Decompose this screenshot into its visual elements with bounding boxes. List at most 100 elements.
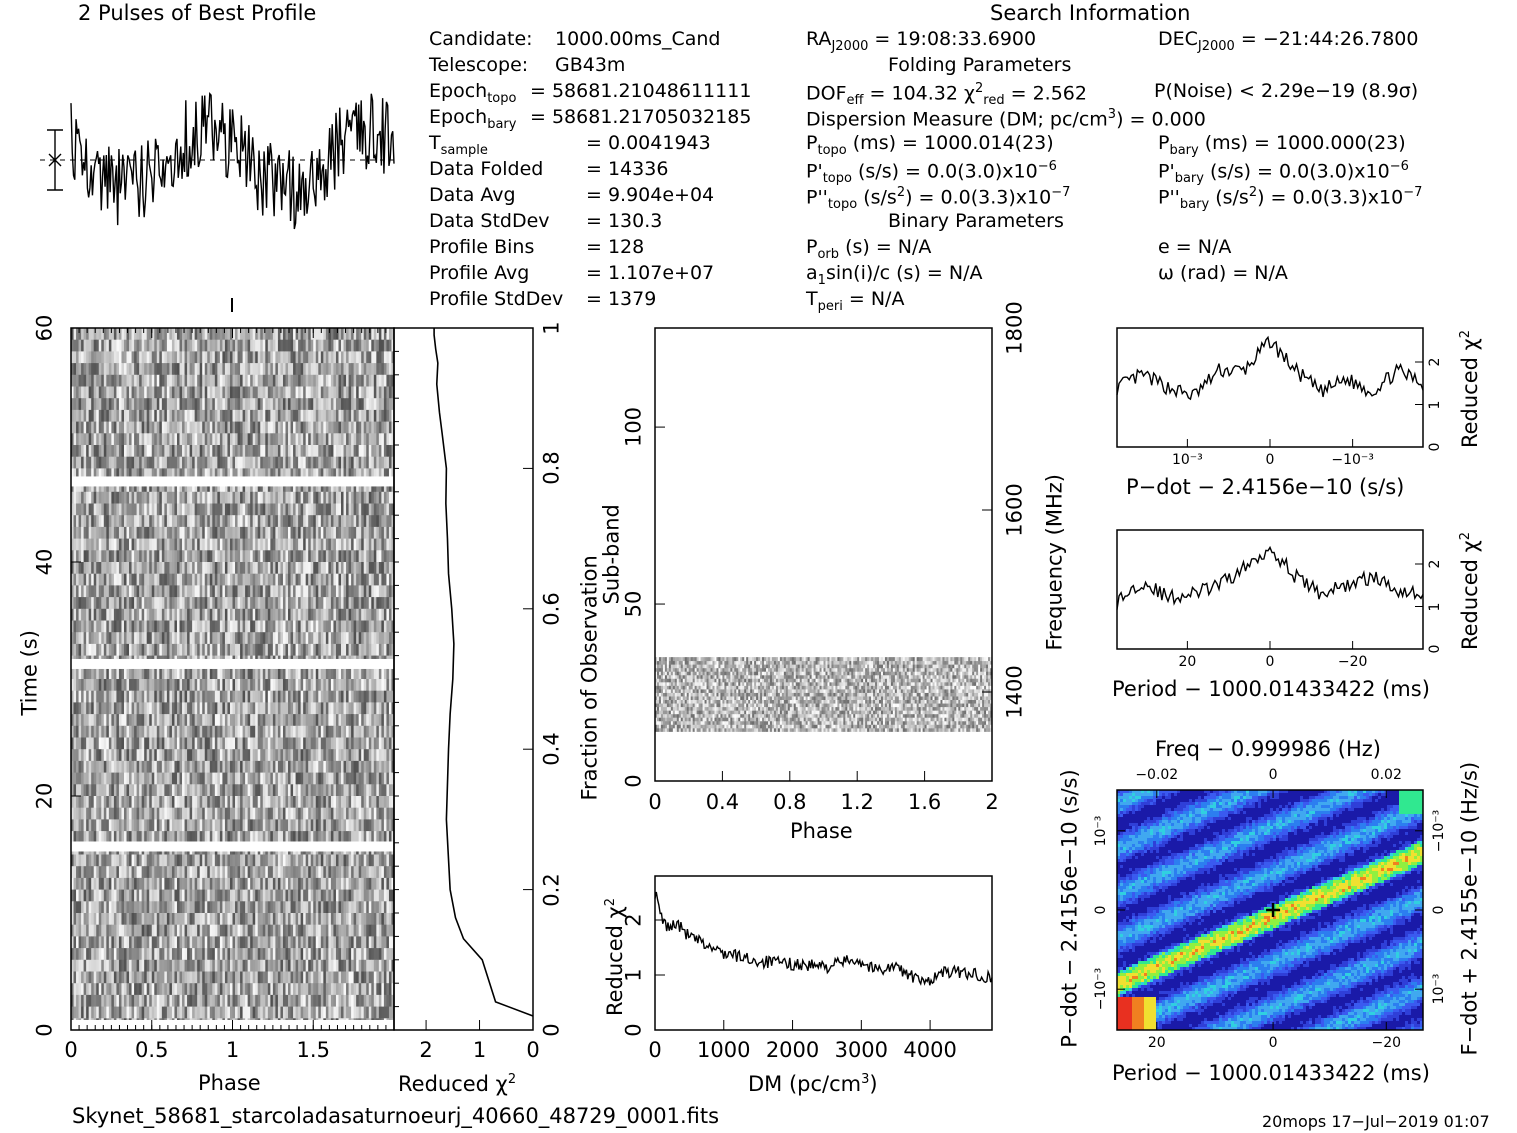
heat-cell (354, 492, 357, 504)
heat-cell (207, 621, 210, 633)
heat-cell (298, 597, 301, 609)
heat-cell (94, 562, 97, 574)
heat-cell (376, 726, 379, 738)
heat-cell (99, 726, 102, 738)
heat-cell (381, 363, 384, 375)
heat-cell (354, 679, 357, 691)
heat-cell (296, 667, 299, 679)
heat-cell (328, 363, 331, 375)
heat-cell (260, 457, 263, 469)
heat-cell (132, 492, 135, 504)
heat-cell (139, 749, 142, 761)
heat-cell (280, 363, 283, 375)
heat-cell (273, 597, 276, 609)
heat-cell (84, 398, 87, 410)
heat-cell (177, 433, 180, 445)
heat-cell (235, 691, 238, 703)
heat-cell (364, 574, 367, 586)
heat-cell (192, 410, 195, 422)
heat-cell (187, 597, 190, 609)
heat-cell (371, 714, 374, 726)
heat-cell (192, 691, 195, 703)
heat-cell (104, 749, 107, 761)
heat-cell (106, 340, 109, 352)
heat-cell (321, 679, 324, 691)
heat-cell (220, 726, 223, 738)
heat-cell (283, 387, 286, 399)
heat-cell (313, 445, 316, 457)
heat-cell (376, 387, 379, 399)
heat-cell (96, 375, 99, 387)
heat-cell (243, 492, 246, 504)
heat-cell (356, 539, 359, 551)
heat-cell (205, 726, 208, 738)
heat-cell (389, 340, 392, 352)
heat-cell (386, 375, 389, 387)
heat-cell (157, 363, 160, 375)
heat-cell (74, 457, 77, 469)
heat-cell (167, 773, 170, 785)
heat-cell (104, 445, 107, 457)
heat-cell (250, 539, 253, 551)
heat-cell (361, 714, 364, 726)
heat-cell (381, 492, 384, 504)
heat-cell (91, 328, 94, 340)
heat-cell (217, 644, 220, 656)
heat-cell (250, 562, 253, 574)
heat-cell (389, 351, 392, 363)
heat-cell (127, 691, 130, 703)
heat-cell (240, 363, 243, 375)
heat-cell (89, 738, 92, 750)
heat-cell (366, 328, 369, 340)
heat-cell (159, 433, 162, 445)
heat-cell (275, 398, 278, 410)
heat-cell (273, 433, 276, 445)
heat-cell (111, 644, 114, 656)
heat-cell (245, 702, 248, 714)
heat-cell (238, 433, 241, 445)
heat-cell (361, 539, 364, 551)
heat-cell (137, 457, 140, 469)
heat-cell (147, 609, 150, 621)
heat-cell (129, 328, 132, 340)
heat-cell (268, 621, 271, 633)
heat-cell (121, 445, 124, 457)
heat-cell (104, 328, 107, 340)
heat-cell (369, 761, 372, 773)
heat-cell (250, 585, 253, 597)
heat-cell (381, 539, 384, 551)
heat-cell (142, 726, 145, 738)
heat-cell (84, 387, 87, 399)
heat-cell (152, 445, 155, 457)
heat-cell (288, 702, 291, 714)
heat-cell (288, 375, 291, 387)
heat-cell (76, 328, 79, 340)
heat-cell (99, 679, 102, 691)
heat-cell (285, 387, 288, 399)
heat-cell (86, 574, 89, 586)
heat-cell (202, 726, 205, 738)
heat-cell (162, 749, 165, 761)
heat-cell (248, 773, 251, 785)
heat-cell (235, 433, 238, 445)
heat-cell (134, 445, 137, 457)
heat-cell (321, 632, 324, 644)
heat-cell (270, 515, 273, 527)
heat-cell (134, 550, 137, 562)
heat-cell (217, 398, 220, 410)
heat-cell (149, 410, 152, 422)
heat-cell (275, 738, 278, 750)
heat-cell (349, 363, 352, 375)
heat-cell (381, 585, 384, 597)
heat-cell (268, 375, 271, 387)
heat-cell (278, 644, 281, 656)
heat-cell (255, 609, 258, 621)
heat-cell (298, 539, 301, 551)
heat-cell (227, 773, 230, 785)
heat-cell (81, 398, 84, 410)
heat-cell (81, 784, 84, 796)
heat-cell (255, 585, 258, 597)
heat-cell (283, 738, 286, 750)
heat-cell (381, 328, 384, 340)
heat-cell (89, 597, 92, 609)
